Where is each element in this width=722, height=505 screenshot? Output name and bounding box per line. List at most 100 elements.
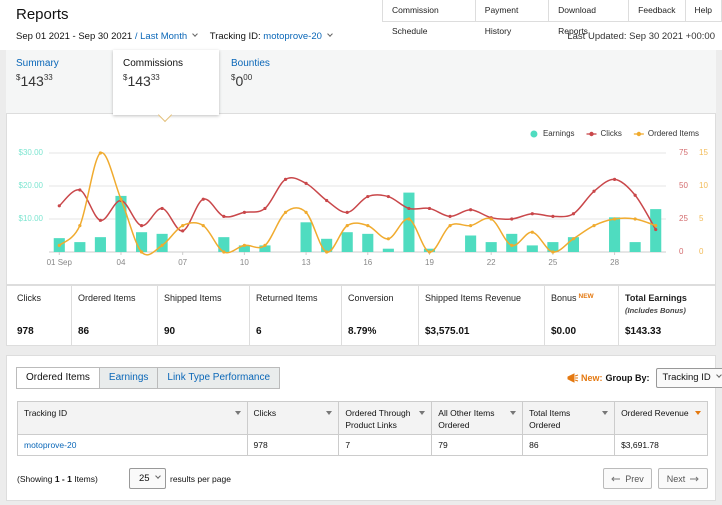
stat-cell: Total Earnings (Includes Bonus) $143.33 bbox=[618, 286, 717, 345]
sort-arrow bbox=[695, 411, 701, 415]
y3-tick-label: 15 bbox=[699, 148, 708, 157]
point bbox=[551, 250, 555, 254]
column-header[interactable]: Tracking ID bbox=[17, 401, 248, 435]
point bbox=[592, 224, 596, 228]
stat-name: Shipped Items bbox=[164, 293, 222, 303]
column-header[interactable]: Total Items Ordered bbox=[522, 401, 616, 435]
report-tab[interactable]: Ordered Items bbox=[16, 367, 100, 389]
currency: $ bbox=[123, 73, 128, 82]
summary-tab[interactable]: Commissions $14333 bbox=[113, 50, 219, 115]
x-tick-label: 28 bbox=[610, 258, 619, 267]
nav-button[interactable]: Help bbox=[684, 0, 722, 22]
point bbox=[612, 177, 617, 181]
point bbox=[57, 204, 61, 208]
y-tick-label: $10.00 bbox=[19, 214, 44, 223]
point bbox=[325, 250, 329, 254]
stat-value: $143.33 bbox=[625, 326, 662, 337]
sort-arrow bbox=[510, 411, 517, 415]
bar bbox=[629, 242, 641, 252]
point bbox=[160, 206, 164, 211]
point bbox=[222, 250, 226, 254]
tab-amount: $14333 bbox=[16, 73, 96, 89]
point bbox=[283, 210, 288, 214]
stat-cell: Ordered Items 86 bbox=[71, 286, 157, 345]
stat-name: Conversion bbox=[348, 293, 394, 303]
point bbox=[654, 227, 658, 232]
stat-name: Bonus bbox=[551, 293, 577, 303]
y3-tick-label: 0 bbox=[699, 247, 704, 256]
point bbox=[139, 224, 144, 228]
chevron bbox=[154, 473, 161, 479]
cents: 33 bbox=[150, 73, 160, 82]
x-tick-label: 01 Sep bbox=[47, 258, 73, 267]
amount: 143 bbox=[127, 73, 151, 89]
point bbox=[551, 214, 555, 218]
point bbox=[57, 243, 61, 247]
point bbox=[386, 194, 390, 199]
bar bbox=[485, 242, 497, 252]
column-header[interactable]: Ordered Revenue bbox=[614, 401, 708, 435]
point bbox=[469, 224, 473, 228]
nav-button[interactable]: Commission Schedule bbox=[382, 0, 476, 36]
point bbox=[489, 217, 493, 221]
column-header[interactable]: Clicks bbox=[246, 401, 340, 435]
column-title: Total Items Ordered bbox=[529, 408, 571, 430]
nav-button[interactable]: Download Reports bbox=[548, 0, 630, 36]
stat-value: 8.79% bbox=[348, 326, 377, 337]
point bbox=[222, 214, 226, 218]
report-tab[interactable]: Earnings bbox=[98, 367, 159, 389]
prev-button[interactable]: Prev bbox=[603, 468, 652, 489]
new-icon bbox=[567, 373, 579, 383]
next-button[interactable]: Next bbox=[658, 468, 708, 489]
period: Last Month bbox=[140, 31, 188, 42]
x-tick-label: 13 bbox=[302, 258, 311, 267]
legend-label: Ordered Items bbox=[648, 129, 699, 138]
new-label: New: bbox=[581, 373, 603, 383]
bar bbox=[238, 245, 250, 252]
bar bbox=[259, 245, 271, 252]
bar bbox=[341, 232, 353, 252]
y-tick-label: $30.00 bbox=[19, 148, 44, 157]
table-cell[interactable]: motoprove-20 bbox=[17, 434, 248, 456]
nav-bar: Commission Schedule Payment History Downlo… bbox=[382, 0, 722, 36]
bar bbox=[465, 235, 477, 252]
point bbox=[386, 237, 390, 241]
stat-value: 90 bbox=[164, 326, 176, 337]
stat-value: 6 bbox=[256, 326, 262, 337]
nav-button[interactable]: Payment History bbox=[474, 0, 550, 36]
y2-tick-label: 75 bbox=[679, 148, 688, 157]
bar bbox=[506, 233, 518, 252]
stat-label: Ordered Items bbox=[78, 293, 157, 303]
point bbox=[366, 194, 370, 199]
stat-label: Bonus NEW bbox=[551, 293, 618, 303]
point bbox=[345, 224, 349, 228]
y2-tick-label: 50 bbox=[679, 181, 688, 190]
point bbox=[242, 243, 246, 247]
stat-label: Total Earnings (Includes Bonus) bbox=[625, 293, 717, 315]
column-title: All Other Items Ordered bbox=[438, 408, 495, 430]
summary-tab[interactable]: Summary $14333 bbox=[6, 50, 106, 113]
column-header[interactable]: Ordered Through Product Links bbox=[338, 401, 433, 435]
tab-label: Commissions bbox=[123, 58, 184, 69]
point bbox=[448, 224, 452, 228]
filter-line: Sep 01 2021 - Sep 30 2021 / Last Month T… bbox=[16, 31, 333, 42]
header: Reports Commission Schedule Payment Histo… bbox=[0, 0, 722, 50]
bar bbox=[135, 232, 148, 252]
amount: 143 bbox=[20, 73, 44, 89]
report-tab[interactable]: Link Type Performance bbox=[157, 367, 281, 389]
legend-marker bbox=[589, 131, 594, 137]
nav-button[interactable]: Feedback bbox=[628, 0, 686, 22]
page-size-select[interactable]: 25 bbox=[129, 468, 166, 489]
summary-tab[interactable]: Bounties $000 bbox=[221, 50, 311, 113]
stat-name: Returned Items bbox=[256, 293, 318, 303]
stat-value: $0.00 bbox=[551, 326, 577, 337]
bar bbox=[321, 238, 333, 252]
group-by: New: Group By: Tracking ID bbox=[567, 368, 722, 388]
column-header[interactable]: All Other Items Ordered bbox=[431, 401, 524, 435]
tracking-select[interactable]: motoprove-20 bbox=[263, 31, 333, 42]
period-select[interactable]: Last Month bbox=[140, 31, 198, 42]
group-select[interactable]: Tracking ID bbox=[655, 368, 722, 388]
legend-marker bbox=[636, 131, 642, 137]
table-row: motoprove-20 978 7 79 86 $3,691.78 bbox=[17, 434, 708, 456]
